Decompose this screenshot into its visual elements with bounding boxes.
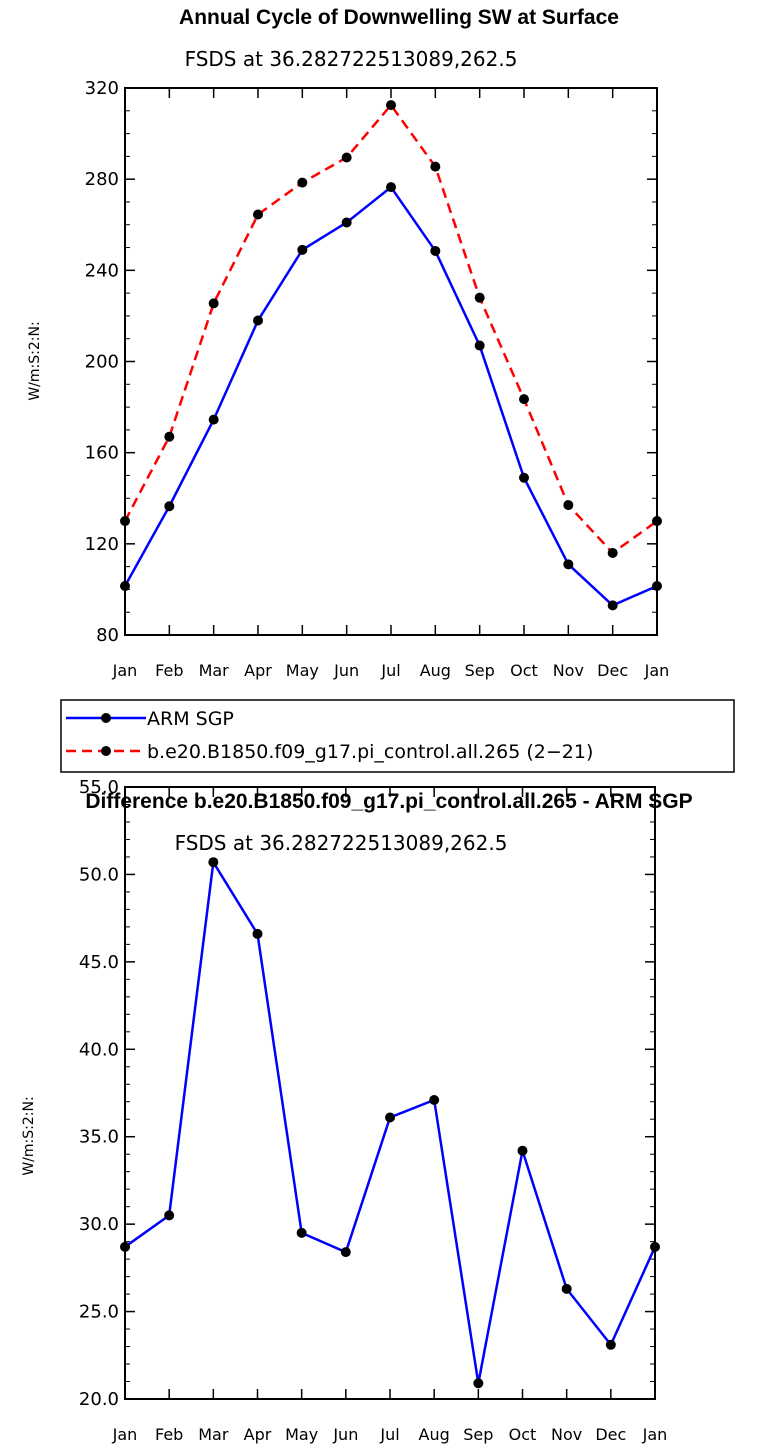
- top-xtick-label: Jun: [333, 661, 359, 680]
- top-series-1-point: [563, 500, 574, 511]
- top-series-1-point: [519, 394, 529, 405]
- top-series-0-point: [386, 182, 396, 193]
- bottom-xtick-label: Dec: [595, 1425, 626, 1444]
- bottom-series-0-point: [429, 1094, 440, 1105]
- bottom-series-0-point: [296, 1227, 307, 1238]
- bottom-chart-title: Difference b.e20.B1850.f09_g17.pi_contro…: [85, 790, 692, 813]
- top-chart-series: [120, 100, 662, 611]
- top-xtick-label: Nov: [553, 661, 584, 680]
- top-chart-ylabel: W/m:S:2:N:: [27, 321, 43, 400]
- top-ytick-label: 280: [85, 169, 119, 190]
- top-xtick-label: Mar: [199, 661, 230, 680]
- top-series-1-point: [430, 161, 441, 172]
- top-series-1-point: [474, 292, 485, 303]
- bottom-xtick-label: Jan: [112, 1425, 138, 1444]
- bottom-xtick-label: Jul: [379, 1425, 399, 1444]
- top-xtick-label: Feb: [155, 661, 183, 680]
- bottom-series-0-point: [208, 857, 219, 868]
- bottom-chart-frame: [124, 786, 656, 1400]
- top-xtick-label: Jan: [644, 661, 670, 680]
- bottom-xtick-label: Aug: [419, 1425, 450, 1444]
- bottom-xtick-label: Jan: [642, 1425, 668, 1444]
- top-chart-subtitle: FSDS at 36.282722513089,262.5: [185, 47, 518, 71]
- top-series-1-point: [607, 547, 618, 558]
- top-series-line-0: [123, 185, 658, 607]
- bottom-xtick-label: Feb: [155, 1425, 183, 1444]
- bottom-ytick-label: 30.0: [79, 1214, 119, 1235]
- top-series-0-point: [607, 600, 618, 611]
- top-xtick-label: May: [286, 661, 319, 680]
- top-chart-frame: [124, 87, 658, 636]
- bottom-series-0-point: [517, 1145, 528, 1156]
- top-ytick-label: 120: [85, 534, 119, 555]
- top-series-0-point: [164, 501, 175, 512]
- top-ytick-label: 240: [85, 260, 119, 281]
- top-series-line-1: [123, 103, 658, 555]
- bottom-series-0-point: [164, 1210, 175, 1221]
- legend-label-model: b.e20.B1850.f09_g17.pi_control.all.265 (…: [147, 741, 593, 763]
- bottom-ytick-label: 35.0: [79, 1127, 119, 1148]
- bottom-ytick-label: 40.0: [79, 1039, 119, 1060]
- bottom-ytick-label: 45.0: [79, 952, 119, 973]
- bottom-series-0-point: [252, 928, 263, 939]
- legend-box: [60, 699, 735, 773]
- top-series-1-point: [208, 298, 219, 309]
- top-ytick-label: 200: [85, 352, 119, 373]
- bottom-xtick-label: Oct: [509, 1425, 537, 1444]
- top-series-0-point: [297, 244, 308, 255]
- bottom-xtick-label: Nov: [551, 1425, 582, 1444]
- bottom-xtick-label: Sep: [463, 1425, 493, 1444]
- bottom-series-0-point: [605, 1339, 616, 1350]
- legend: ARM SGP b.e20.B1850.f09_g17.pi_control.a…: [60, 699, 735, 773]
- top-series-0-point: [519, 472, 529, 483]
- top-series-1-point: [386, 100, 396, 111]
- top-ytick-label: 160: [85, 443, 119, 464]
- top-series-0-point: [253, 315, 263, 326]
- bottom-series-line-0: [124, 858, 657, 1384]
- top-ytick-label: 80: [96, 625, 119, 646]
- bottom-series-0-point: [561, 1283, 572, 1294]
- top-xtick-label: Dec: [597, 661, 628, 680]
- top-series-1-point: [253, 209, 263, 220]
- bottom-ytick-label: 55.0: [79, 777, 119, 798]
- top-xtick-label: Jan: [112, 661, 138, 680]
- top-series-1-point: [341, 152, 352, 163]
- bottom-ytick-label: 20.0: [79, 1389, 119, 1410]
- top-xtick-label: Aug: [420, 661, 451, 680]
- bottom-series-0-point: [340, 1247, 351, 1258]
- top-ytick-label: 320: [85, 78, 119, 99]
- bottom-chart-ticks: 20.0 25.0 30.0 35.0 40.0 45.0 50.0 55.0 Jan Feb Ma…: [79, 777, 667, 1444]
- bottom-chart-series: [120, 857, 660, 1389]
- top-series-0-point: [430, 245, 441, 256]
- top-series-1-point: [164, 431, 175, 442]
- bottom-series-0-point: [473, 1378, 484, 1389]
- top-series-0-point: [208, 414, 219, 425]
- top-series-0-point: [474, 340, 485, 351]
- top-chart-ticks: 80 120 160 200 240 280 320 Jan Feb Mar Apr May Jun Ju…: [85, 78, 670, 680]
- bottom-xtick-label: Mar: [198, 1425, 229, 1444]
- bottom-chart-subtitle: FSDS at 36.282722513089,262.5: [175, 831, 508, 855]
- bottom-series-0-point: [385, 1112, 395, 1123]
- legend-marker-model: [101, 746, 111, 756]
- bottom-chart: Difference b.e20.B1850.f09_g17.pi_contro…: [21, 777, 693, 1444]
- bottom-xtick-label: Apr: [244, 1425, 272, 1444]
- top-chart: Annual Cycle of Downwelling SW at Surfac…: [27, 6, 669, 680]
- bottom-xtick-label: Jun: [332, 1425, 358, 1444]
- top-xtick-label: Sep: [465, 661, 495, 680]
- top-xtick-label: Jul: [380, 661, 400, 680]
- top-xtick-label: Oct: [510, 661, 538, 680]
- top-series-0-point: [341, 217, 352, 228]
- legend-marker-arm: [101, 713, 111, 723]
- bottom-xtick-label: May: [285, 1425, 318, 1444]
- top-xtick-label: Apr: [244, 661, 272, 680]
- top-chart-title: Annual Cycle of Downwelling SW at Surfac…: [179, 6, 619, 29]
- top-series-1-point: [297, 177, 308, 188]
- bottom-ytick-label: 25.0: [79, 1302, 119, 1323]
- legend-label-arm: ARM SGP: [147, 708, 234, 730]
- top-series-0-point: [563, 559, 574, 570]
- bottom-ytick-label: 50.0: [79, 864, 119, 885]
- bottom-chart-ylabel: W/m:S:2:N:: [21, 1096, 37, 1175]
